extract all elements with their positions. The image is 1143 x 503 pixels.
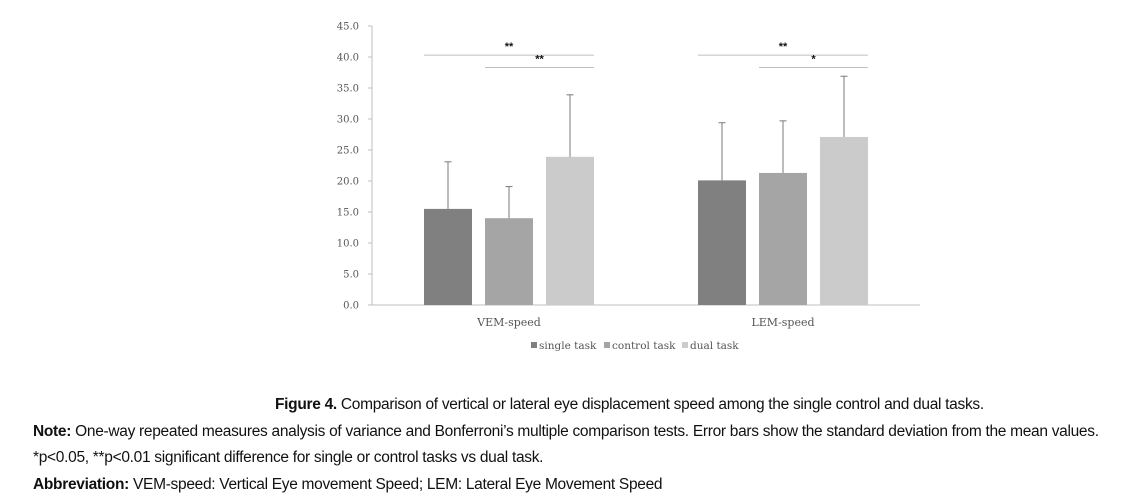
abbreviation-line: Abbreviation: VEM-speed: Vertical Eye mo… xyxy=(33,476,1133,494)
legend-label: control task xyxy=(612,340,676,352)
significance-marker: ** xyxy=(779,41,788,53)
figure-caption: Figure 4. Comparison of vertical or late… xyxy=(275,396,1095,414)
legend-label: dual task xyxy=(690,340,739,352)
category-label: LEM-speed xyxy=(751,316,814,329)
legend-swatch xyxy=(531,342,537,348)
legend-label: single task xyxy=(539,340,597,352)
y-tick-label: 0.0 xyxy=(343,301,359,312)
bar xyxy=(820,136,868,305)
y-tick-label: 35.0 xyxy=(337,84,359,95)
significance-text: *p<0.05, **p<0.01 significant difference… xyxy=(33,449,544,466)
y-tick-label: 15.0 xyxy=(337,208,359,219)
bar xyxy=(759,172,807,305)
significance-marker: * xyxy=(811,54,816,66)
abbreviation-text: VEM-speed: Vertical Eye movement Speed; … xyxy=(129,476,663,493)
significance-marker: ** xyxy=(505,41,514,53)
bar xyxy=(485,218,533,305)
bar xyxy=(698,180,746,305)
abbreviation-label: Abbreviation: xyxy=(33,476,129,493)
y-tick-label: 20.0 xyxy=(337,177,359,188)
note-text: One-way repeated measures analysis of va… xyxy=(71,423,1099,440)
significance-marker: ** xyxy=(535,54,544,66)
note-line: Note: One-way repeated measures analysis… xyxy=(33,423,1133,441)
bar xyxy=(546,156,594,305)
note-label: Note: xyxy=(33,423,72,440)
figure-label: Figure 4. xyxy=(275,396,337,413)
y-tick-label: 10.0 xyxy=(337,239,359,250)
legend-swatch xyxy=(682,342,688,348)
y-tick-label: 25.0 xyxy=(337,146,359,157)
legend-swatch xyxy=(604,342,610,348)
significance-note: *p<0.05, **p<0.01 significant difference… xyxy=(33,449,1133,467)
figure-caption-text: Comparison of vertical or lateral eye di… xyxy=(336,396,984,413)
y-tick-label: 5.0 xyxy=(343,270,359,281)
bar-chart: 0.0 5.0 10.0 15.0 20.0 25.0 30.0 35.0 40.0 45.0 VE… xyxy=(337,22,920,352)
y-tick-label: 45.0 xyxy=(337,22,359,33)
y-tick-label: 40.0 xyxy=(337,53,359,64)
bar xyxy=(424,208,472,305)
category-label: VEM-speed xyxy=(476,316,541,329)
y-tick-label: 30.0 xyxy=(337,115,359,126)
